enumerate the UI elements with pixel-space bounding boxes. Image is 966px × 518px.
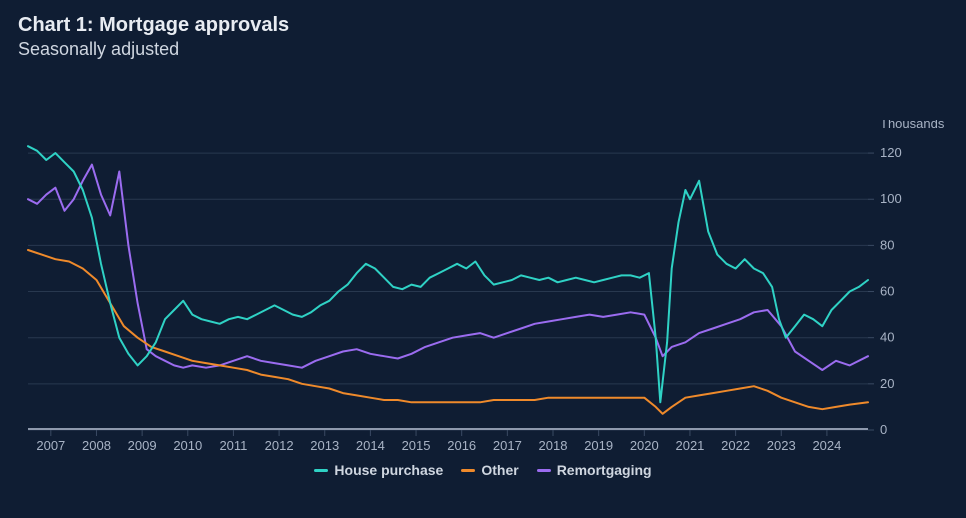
svg-text:2017: 2017 (493, 438, 522, 450)
svg-text:2021: 2021 (675, 438, 704, 450)
legend-label: Other (481, 462, 518, 478)
line-chart-svg: 0 20 40 60 80 100 120 Thousands 2007 2008 2009 2010… (18, 120, 948, 450)
svg-text:2024: 2024 (812, 438, 841, 450)
chart-subtitle: Seasonally adjusted (18, 39, 948, 60)
svg-text:2015: 2015 (402, 438, 431, 450)
svg-text:80: 80 (880, 237, 894, 252)
svg-text:2012: 2012 (265, 438, 294, 450)
svg-text:2009: 2009 (128, 438, 157, 450)
legend-item-house-purchase: House purchase (314, 462, 443, 478)
plot-area: 0 20 40 60 80 100 120 Thousands 2007 2008 2009 2010… (18, 120, 948, 450)
legend-label: Remortgaging (557, 462, 652, 478)
svg-text:2007: 2007 (36, 438, 65, 450)
svg-text:2018: 2018 (539, 438, 568, 450)
legend-swatch (314, 469, 328, 472)
legend-swatch (461, 469, 475, 472)
svg-text:40: 40 (880, 330, 894, 345)
svg-text:2020: 2020 (630, 438, 659, 450)
legend-swatch (537, 469, 551, 472)
legend-item-remortgaging: Remortgaging (537, 462, 652, 478)
svg-text:0: 0 (880, 422, 887, 437)
svg-text:Thousands: Thousands (880, 120, 945, 131)
legend-item-other: Other (461, 462, 518, 478)
svg-text:100: 100 (880, 191, 902, 206)
svg-text:2010: 2010 (173, 438, 202, 450)
svg-text:20: 20 (880, 376, 894, 391)
legend-label: House purchase (334, 462, 443, 478)
chart-container: Chart 1: Mortgage approvals Seasonally a… (0, 0, 966, 478)
svg-text:2013: 2013 (310, 438, 339, 450)
svg-text:2008: 2008 (82, 438, 111, 450)
svg-text:2023: 2023 (767, 438, 796, 450)
svg-text:2019: 2019 (584, 438, 613, 450)
svg-text:2022: 2022 (721, 438, 750, 450)
svg-text:60: 60 (880, 284, 894, 299)
svg-text:120: 120 (880, 145, 902, 160)
svg-text:2016: 2016 (447, 438, 476, 450)
legend: House purchase Other Remortgaging (18, 462, 948, 478)
svg-text:2014: 2014 (356, 438, 385, 450)
chart-title: Chart 1: Mortgage approvals (18, 14, 948, 37)
svg-text:2011: 2011 (219, 438, 247, 450)
